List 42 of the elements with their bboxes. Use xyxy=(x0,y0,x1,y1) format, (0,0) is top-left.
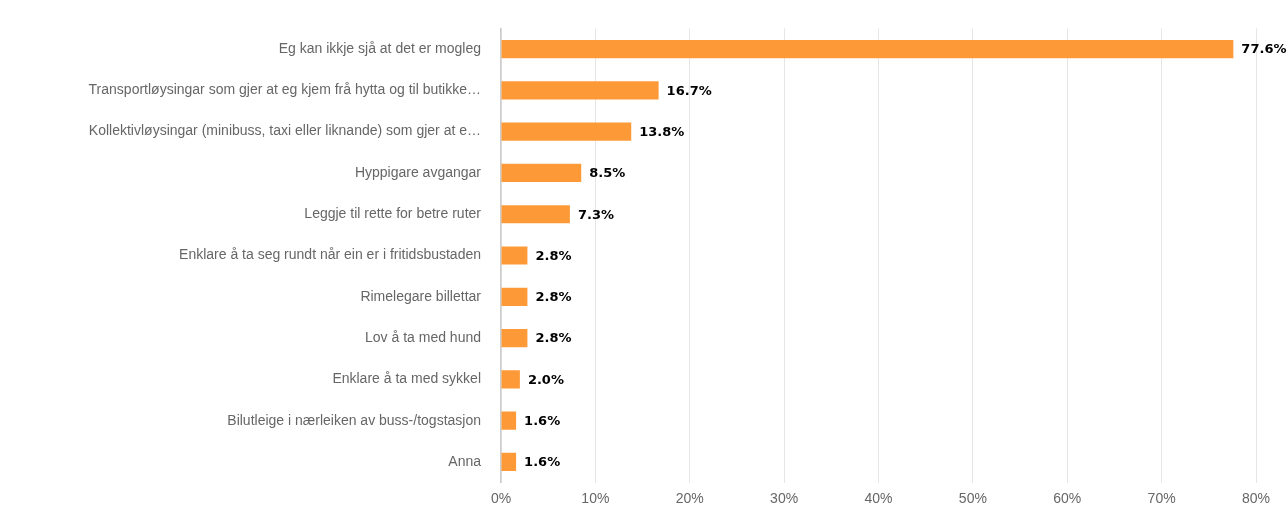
y-tick-label: Enklare å ta med sykkel xyxy=(332,370,481,387)
data-label: 2.8% xyxy=(535,289,572,305)
data-label: 77.6% xyxy=(1241,41,1287,57)
x-tick-label: 10% xyxy=(581,489,610,506)
data-label: 16.7% xyxy=(666,82,712,98)
y-tick-label: Hyppigare avgangar xyxy=(354,163,482,180)
x-tick-label: 80% xyxy=(1241,489,1271,506)
bar xyxy=(501,287,528,306)
data-label: 13.8% xyxy=(639,124,685,139)
y-tick-label: Eg kan ikkje sjå at det er mogleg xyxy=(278,39,481,56)
bar xyxy=(501,329,528,348)
data-label: 1.6% xyxy=(524,413,561,429)
data-label: 8.5% xyxy=(589,165,626,181)
y-tick-label: Rimelegare billettar xyxy=(360,287,482,304)
bar xyxy=(501,163,582,182)
x-tick-label: 0% xyxy=(490,489,512,506)
bar xyxy=(501,246,528,265)
x-tick-label: 70% xyxy=(1147,489,1176,506)
data-label: 2.8% xyxy=(535,330,572,346)
y-tick-label: Kollektivløysingar (minibuss, taxi eller liknande) som gjer at e… xyxy=(88,122,481,139)
bar xyxy=(501,39,1234,59)
data-label: 1.6% xyxy=(524,454,561,470)
x-tick-label: 60% xyxy=(1053,489,1082,506)
y-tick-label: Leggje til rette for betre ruter xyxy=(304,205,482,222)
bar xyxy=(501,370,520,389)
y-tick-label: Lov å ta med hund xyxy=(365,328,481,345)
y-tick-label: Enklare å ta seg rundt når ein er i fritidsbustaden xyxy=(179,246,481,263)
data-label: 7.3% xyxy=(577,206,614,222)
bar xyxy=(501,452,517,472)
y-tick-label: Anna xyxy=(448,452,482,469)
bar xyxy=(501,205,570,224)
bar xyxy=(501,411,517,430)
bar xyxy=(501,81,659,100)
x-tick-label: 20% xyxy=(675,489,704,506)
bar xyxy=(501,122,632,141)
x-tick-label: 50% xyxy=(958,489,987,506)
y-tick-label: Transportløysingar som gjer at eg kjem frå hytta og til butikke… xyxy=(88,81,481,98)
x-tick-label: 30% xyxy=(770,489,799,506)
data-label: 2.0% xyxy=(527,371,564,387)
y-tick-label: Bilutleige i nærleiken av buss-/togstasjon xyxy=(227,411,481,428)
data-label: 2.8% xyxy=(535,247,572,263)
x-tick-label: 40% xyxy=(864,489,893,506)
